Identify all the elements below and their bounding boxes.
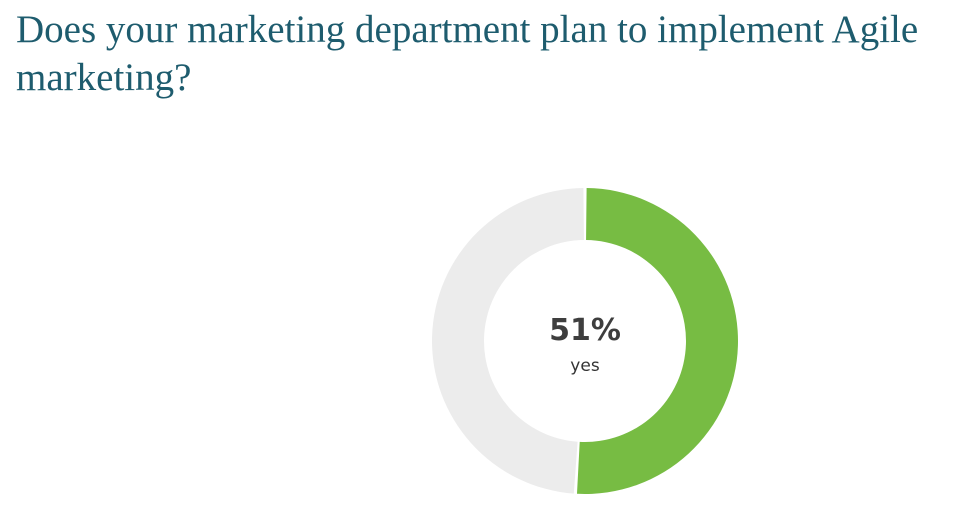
donut-svg: 51% yes xyxy=(432,188,738,494)
center-label: yes xyxy=(570,356,600,376)
page-title: Does your marketing department plan to i… xyxy=(16,8,919,99)
center-value: 51% xyxy=(549,313,621,348)
donut-slice-yes xyxy=(576,188,738,494)
donut-slices xyxy=(432,188,738,494)
donut-chart: 51% yes xyxy=(420,180,750,510)
donut-slice-remainder xyxy=(432,188,584,494)
